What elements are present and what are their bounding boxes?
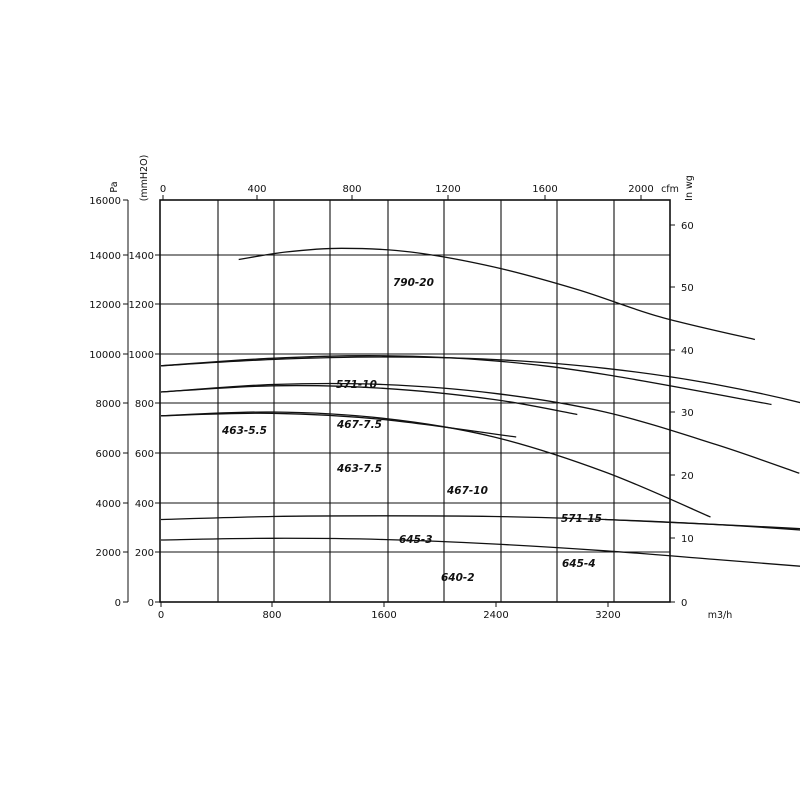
y-pa-tick-label: 8000 (96, 399, 121, 410)
x-top-tick-label: 1600 (532, 184, 557, 195)
y-pa-tick-label: 10000 (89, 350, 121, 361)
y-pa-tick-label: 12000 (89, 300, 121, 311)
y-pa-tick-label: 16000 (89, 196, 121, 207)
y-inwg-tick-label: 0 (681, 598, 687, 609)
x-bottom-tick-label: 1600 (371, 610, 396, 621)
series-640-2-curve (160, 537, 800, 567)
y-mmh2o-tick-label: 1200 (129, 300, 154, 311)
series-645-4-curve (160, 515, 800, 531)
x-bottom-tick-label: 0 (158, 610, 164, 621)
y-mmh2o-tick-label: 1400 (129, 251, 154, 262)
y-mmh2o-tick-label: 800 (135, 399, 154, 410)
series-463-5.5-curve (160, 412, 517, 438)
y-inwg-tick-label: 10 (681, 534, 694, 545)
y-inwg-tick-label: 50 (681, 283, 694, 294)
y-pa-tick-label: 0 (115, 598, 121, 609)
series-label-571-10: 571-10 (336, 379, 377, 391)
series-571-10-curve (160, 355, 772, 406)
y-pa-tick-label: 14000 (89, 251, 121, 262)
y-mmh2o-axis-title: (mmH2O) (139, 155, 150, 202)
y-mmh2o-tick-label: 200 (135, 548, 154, 559)
y-inwg-tick-label: 20 (681, 471, 694, 482)
x-bottom-tick-label: 800 (262, 610, 281, 621)
series-label-571-15: 571-15 (561, 513, 602, 525)
series-label-790-20: 790-20 (393, 277, 434, 289)
x-top-tick-label: 1200 (435, 184, 460, 195)
series-label-467-10: 467-10 (446, 485, 488, 497)
x-top-tick-label: 800 (342, 184, 361, 195)
x-top-tick-label: 0 (160, 184, 166, 195)
series (160, 247, 800, 567)
y-pa-tick-label: 6000 (96, 449, 121, 460)
series-645-3-curve (604, 518, 800, 530)
series-label-640-2: 640-2 (441, 572, 475, 584)
axes: 0 800 1600 2400 3200 m3/h0 400 800 1200 1600 2000 c… (89, 155, 732, 621)
series-label-645-3: 645-3 (399, 534, 433, 546)
series-label-467-7.5: 467-7.5 (336, 419, 382, 431)
x-bottom-tick-label: 2400 (483, 610, 508, 621)
y-mmh2o-tick-label: 0 (148, 598, 154, 609)
x-bottom-axis-title: m3/h (708, 610, 733, 621)
y-inwg-tick-label: 30 (681, 408, 694, 419)
series-label-463-7.5: 463-7.5 (336, 463, 382, 475)
x-bottom-tick-label: 3200 (595, 610, 620, 621)
series-571-15-curve (160, 356, 800, 404)
x-top-axis-title: cfm (661, 184, 679, 195)
series-467-7.5-curve (160, 384, 578, 416)
series-467-10-curve (160, 382, 800, 474)
y-pa-tick-label: 2000 (96, 548, 121, 559)
plot-frame (159, 199, 671, 603)
series-label-645-4: 645-4 (562, 558, 596, 570)
x-top-tick-label: 400 (247, 184, 266, 195)
y-inwg-tick-label: 60 (681, 221, 694, 232)
y-mmh2o-tick-label: 400 (135, 499, 154, 510)
y-inwg-tick-label: 40 (681, 346, 694, 357)
x-top-tick-label: 2000 (628, 184, 653, 195)
curve-labels: 790-20 571-15 571-10 467-10 467-7.5 463-7.5 46… (221, 277, 602, 584)
y-mmh2o-tick-label: 1000 (129, 350, 154, 361)
y-pa-tick-label: 4000 (96, 499, 121, 510)
series-label-463-5.5: 463-5.5 (221, 425, 267, 437)
y-inwg-axis-title: In wg (684, 175, 695, 201)
y-mmh2o-tick-label: 600 (135, 449, 154, 460)
series-790-20-curve (238, 247, 756, 341)
y-pa-axis-title: Pa (109, 181, 120, 192)
